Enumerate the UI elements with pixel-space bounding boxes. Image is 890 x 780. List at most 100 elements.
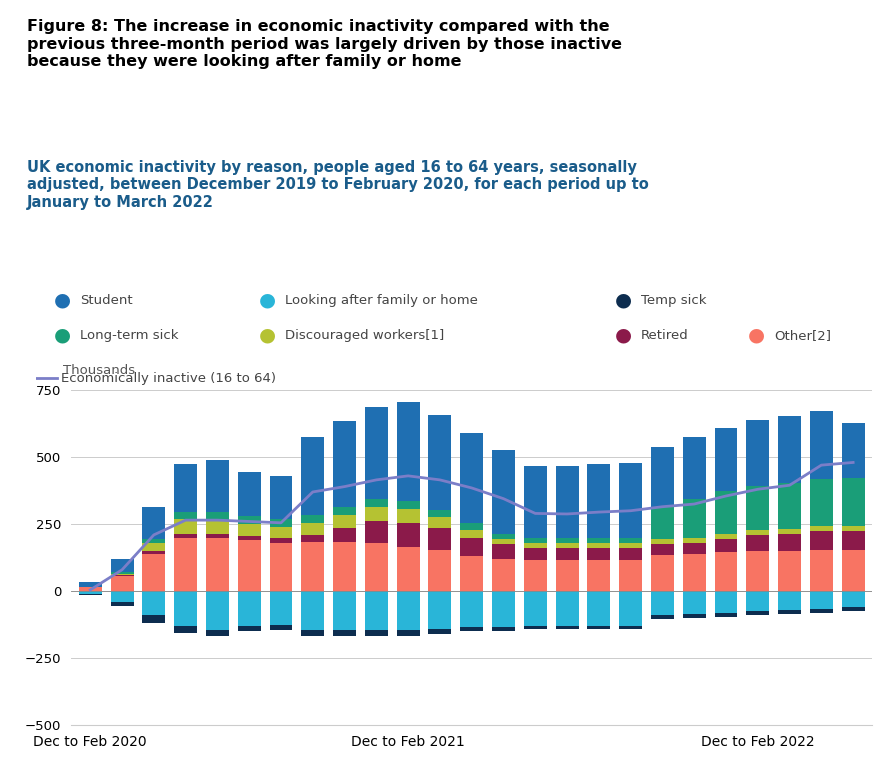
Bar	[524, 538, 546, 544]
Bar	[460, 591, 483, 627]
Bar	[555, 626, 578, 629]
Bar	[397, 523, 419, 547]
Bar	[587, 626, 611, 629]
Bar	[174, 591, 197, 626]
Bar	[778, 416, 801, 483]
Bar	[333, 591, 356, 630]
Bar	[747, 591, 769, 612]
Bar	[270, 476, 293, 519]
Bar	[747, 612, 769, 615]
Bar	[715, 534, 738, 539]
Bar	[683, 554, 706, 591]
Bar	[842, 531, 864, 550]
Bar	[110, 576, 134, 591]
Bar	[778, 610, 801, 614]
Bar	[778, 591, 801, 610]
Bar	[747, 420, 769, 486]
Bar	[492, 559, 515, 591]
Bar	[174, 464, 197, 512]
Bar	[842, 550, 864, 591]
Bar	[460, 523, 483, 530]
Text: ●: ●	[258, 326, 276, 345]
Text: Figure 8: The increase in economic inactivity compared with the
previous three-m: Figure 8: The increase in economic inact…	[27, 20, 622, 69]
Text: Student: Student	[80, 294, 133, 307]
Bar	[715, 591, 738, 613]
Bar	[747, 535, 769, 551]
Bar	[492, 627, 515, 631]
Bar	[810, 608, 833, 613]
Bar	[524, 626, 546, 629]
Bar	[302, 630, 324, 636]
Bar	[715, 491, 738, 534]
Bar	[715, 539, 738, 552]
Bar	[142, 591, 166, 615]
Bar	[238, 536, 261, 541]
Bar	[302, 523, 324, 535]
Bar	[206, 591, 229, 630]
Bar	[810, 531, 833, 550]
Bar	[555, 538, 578, 544]
Bar	[524, 544, 546, 548]
Bar	[651, 555, 674, 591]
Bar	[174, 519, 197, 534]
Bar	[302, 515, 324, 523]
Bar	[460, 530, 483, 537]
Bar	[206, 537, 229, 591]
Text: ●: ●	[748, 326, 765, 345]
Bar	[270, 543, 293, 591]
Text: ●: ●	[614, 291, 632, 310]
Bar	[397, 509, 419, 523]
Bar	[238, 524, 261, 536]
Bar	[428, 629, 451, 633]
Bar	[492, 539, 515, 544]
Bar	[238, 516, 261, 524]
Bar	[142, 554, 166, 591]
Bar	[174, 626, 197, 633]
Bar	[747, 486, 769, 530]
Bar	[365, 407, 388, 498]
Bar	[651, 591, 674, 615]
Bar	[397, 402, 419, 502]
Bar	[619, 591, 642, 626]
Bar	[524, 548, 546, 560]
Bar	[270, 519, 293, 526]
Bar	[715, 428, 738, 491]
Bar	[778, 534, 801, 551]
Bar	[365, 507, 388, 522]
Bar	[492, 544, 515, 559]
Bar	[715, 552, 738, 591]
Bar	[142, 551, 166, 554]
Bar	[587, 560, 611, 591]
Bar	[492, 591, 515, 627]
Bar	[238, 472, 261, 516]
Bar	[587, 464, 611, 538]
Bar	[333, 421, 356, 507]
Bar	[778, 529, 801, 534]
Text: Thousands: Thousands	[63, 363, 135, 377]
Bar	[206, 520, 229, 534]
Bar	[238, 541, 261, 591]
Bar	[587, 591, 611, 626]
Bar	[428, 415, 451, 510]
Text: ●: ●	[258, 291, 276, 310]
Bar	[333, 541, 356, 591]
Bar	[492, 534, 515, 539]
Bar	[651, 507, 674, 540]
Bar	[651, 447, 674, 507]
Bar	[365, 522, 388, 543]
Bar	[683, 543, 706, 554]
Bar	[460, 537, 483, 556]
Bar	[333, 528, 356, 541]
Bar	[428, 510, 451, 517]
Text: ●: ●	[53, 291, 71, 310]
Bar	[747, 551, 769, 591]
Bar	[555, 466, 578, 538]
Bar	[270, 537, 293, 543]
Bar	[110, 591, 134, 602]
Bar	[555, 548, 578, 560]
Bar	[365, 630, 388, 636]
Bar	[842, 591, 864, 608]
Bar	[110, 574, 134, 575]
Bar	[651, 540, 674, 544]
Bar	[333, 507, 356, 515]
